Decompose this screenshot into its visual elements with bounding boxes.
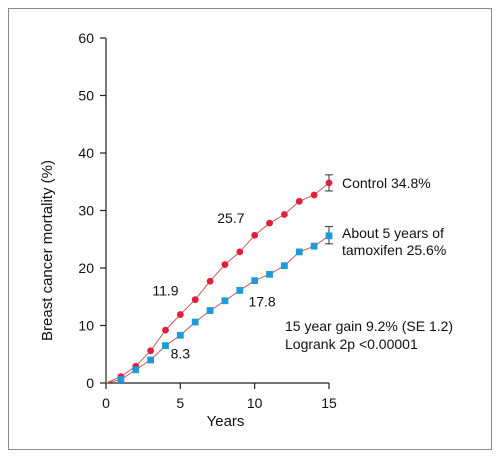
tamoxifen-point [117, 376, 125, 383]
control-point [325, 179, 333, 187]
control-point [251, 231, 259, 239]
tamoxifen-point [191, 318, 199, 326]
tamoxifen-point [221, 297, 229, 305]
tamoxifen-point [162, 342, 169, 350]
control-point [310, 191, 318, 199]
x-tick-label: 5 [176, 395, 184, 411]
data-label: 17.8 [248, 294, 275, 310]
control-point [147, 347, 155, 355]
x-axis-label: Years [207, 413, 245, 430]
chart-frame [8, 8, 492, 450]
y-tick-label: 0 [86, 375, 94, 391]
data-label: 8.3 [171, 345, 191, 361]
control-point [236, 248, 244, 256]
y-tick-label: 40 [78, 145, 94, 161]
control-series-label: Control 34.8% [342, 175, 431, 191]
tamoxifen-point [310, 242, 318, 250]
control-point [266, 219, 273, 227]
y-tick-label: 50 [78, 88, 94, 104]
control-point [281, 211, 288, 218]
data-label: 25.7 [217, 210, 244, 226]
tamoxifen-point [325, 232, 333, 240]
stats-note: Logrank 2p <0.00001 [285, 336, 418, 352]
tamoxifen-point [132, 366, 140, 374]
data-label: 11.9 [152, 283, 178, 299]
stats-note: 15 year gain 9.2% (SE 1.2) [285, 318, 453, 334]
y-tick-label: 10 [78, 318, 94, 334]
x-tick-label: 15 [321, 395, 337, 411]
control-point [206, 277, 214, 285]
y-axis-label: Breast cancer mortality (%) [39, 160, 56, 341]
control-point [176, 311, 184, 318]
tamoxifen-series-label: About 5 years of [342, 225, 444, 241]
y-tick-label: 60 [78, 30, 94, 46]
tamoxifen-point [281, 262, 288, 270]
tamoxifen-point [176, 331, 184, 339]
control-series-line [105, 182, 330, 384]
control-point [221, 261, 229, 268]
x-tick-label: 10 [247, 395, 263, 411]
y-tick-label: 30 [78, 203, 94, 219]
tamoxifen-point [236, 287, 244, 294]
tamoxifen-series-label: tamoxifen 25.6% [342, 242, 446, 258]
tamoxifen-point [206, 307, 214, 314]
y-tick-label: 20 [78, 260, 94, 276]
control-point [191, 296, 199, 304]
tamoxifen-point [251, 277, 259, 285]
control-point [162, 326, 169, 334]
control-point [295, 197, 303, 205]
x-tick-label: 0 [102, 395, 110, 411]
tamoxifen-point [147, 356, 154, 364]
tamoxifen-point [295, 248, 303, 256]
tamoxifen-point [266, 270, 273, 278]
tamoxifen-series-line [105, 235, 330, 384]
